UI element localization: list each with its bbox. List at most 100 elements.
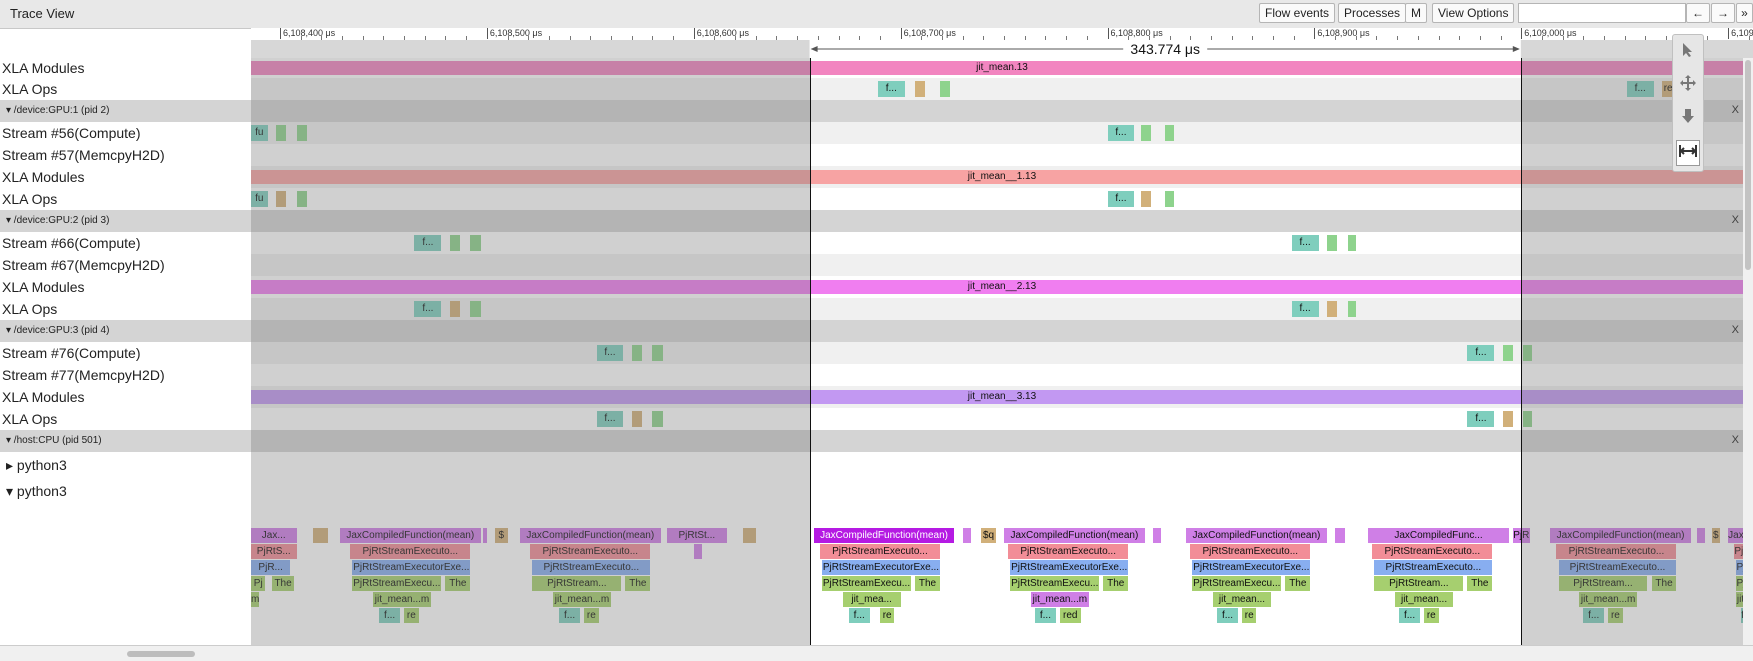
trace-event-slice[interactable]: jit_mean__2.13 [251, 280, 1753, 294]
select-mode-icon[interactable] [1676, 41, 1700, 67]
trace-event-slice[interactable]: PjR... [251, 560, 291, 575]
trace-event-slice[interactable] [296, 125, 307, 141]
trace-event-slice[interactable]: jit_mea... [842, 592, 901, 607]
trace-event-slice[interactable]: red [1059, 608, 1081, 623]
process-group-header[interactable]: ▾ /device:GPU:2 (pid 3) [0, 210, 251, 232]
trace-event-slice[interactable]: JaxCompiledFunction(mean) [1004, 528, 1145, 543]
trace-event-slice[interactable] [1502, 345, 1513, 361]
trace-event-slice[interactable]: f... [379, 608, 400, 623]
trace-event-slice[interactable]: f... [1291, 301, 1319, 317]
trace-event-slice[interactable]: re [404, 608, 419, 623]
trace-event-slice[interactable] [1153, 528, 1162, 543]
more-icon[interactable]: » [1736, 3, 1753, 23]
trace-event-slice[interactable] [275, 125, 287, 141]
trace-event-slice[interactable]: fu [251, 191, 268, 207]
trace-event-slice[interactable]: f... [1035, 608, 1056, 623]
trace-event-slice[interactable] [1347, 235, 1356, 251]
trace-event-slice[interactable] [693, 544, 702, 559]
trace-event-slice[interactable] [1697, 528, 1706, 543]
trace-event-slice[interactable]: PjRtStreamExecu... [1010, 576, 1100, 591]
trace-event-slice[interactable] [652, 345, 663, 361]
horizontal-scrollbar[interactable] [0, 645, 1753, 661]
trace-event-slice[interactable] [1165, 125, 1174, 141]
selection-start-line[interactable] [809, 58, 811, 645]
trace-event-slice[interactable]: re [584, 608, 599, 623]
trace-event-slice[interactable]: f... [414, 301, 442, 317]
trace-event-slice[interactable] [631, 345, 643, 361]
trace-event-slice[interactable] [275, 191, 287, 207]
trace-event-slice[interactable]: PjRtStreamExecu... [822, 576, 911, 591]
trace-event-slice[interactable]: f... [1107, 191, 1135, 207]
trace-event-slice[interactable] [470, 301, 481, 317]
m-button[interactable]: M [1405, 3, 1427, 23]
trace-event-slice[interactable]: PjRtStreamExecuto... [1558, 560, 1677, 575]
trace-event-slice[interactable]: The [1103, 576, 1129, 591]
trace-event-slice[interactable]: JaxCompiledFunction(mean) [339, 528, 481, 543]
trace-event-slice[interactable]: PjRtStreamExecutorExe... [1192, 560, 1311, 575]
vertical-scrollbar[interactable] [1743, 58, 1753, 645]
trace-event-slice[interactable] [449, 235, 460, 251]
vertical-scroll-thumb[interactable] [1745, 60, 1751, 270]
trace-event-slice[interactable]: PjRtStreamExecuto... [1556, 544, 1677, 559]
trace-event-slice[interactable]: f... [877, 81, 905, 97]
trace-event-slice[interactable] [313, 528, 328, 543]
trace-event-slice[interactable]: The [915, 576, 940, 591]
track-label[interactable]: ▾ python3 [6, 483, 67, 499]
trace-event-slice[interactable]: PjRtStream... [1558, 576, 1648, 591]
next-arrow-icon[interactable]: → [1711, 3, 1735, 23]
trace-event-slice[interactable]: Jax... [251, 528, 297, 543]
trace-event-slice[interactable]: f... [1626, 81, 1654, 97]
trace-event-slice[interactable] [1335, 528, 1346, 543]
trace-event-slice[interactable]: f... [1399, 608, 1420, 623]
trace-event-slice[interactable] [296, 191, 307, 207]
trace-event-slice[interactable] [482, 528, 487, 543]
trace-event-slice[interactable]: f... [596, 345, 624, 361]
trace-event-slice[interactable]: The [625, 576, 651, 591]
trace-event-slice[interactable]: f... [1291, 235, 1319, 251]
processes-button[interactable]: Processes [1338, 3, 1407, 23]
trace-event-slice[interactable]: JaxCompiledFunction(mean) [813, 528, 955, 543]
trace-event-slice[interactable]: The [271, 576, 295, 591]
trace-event-slice[interactable]: JaxCompiledFunc... [1368, 528, 1509, 543]
trace-event-slice[interactable]: f... [1217, 608, 1238, 623]
trace-event-slice[interactable]: PjRtStreamExecuto... [530, 544, 651, 559]
trace-event-slice[interactable] [1523, 411, 1532, 427]
trace-event-slice[interactable]: jit_mean__1.13 [251, 170, 1753, 184]
trace-event-slice[interactable]: re [1241, 608, 1257, 623]
trace-event-slice[interactable] [1140, 125, 1151, 141]
close-icon[interactable]: X [1731, 104, 1739, 116]
trace-event-slice[interactable]: PjRtStreamExecuto... [1008, 544, 1129, 559]
prev-arrow-icon[interactable]: ← [1686, 3, 1710, 23]
trace-event-slice[interactable]: The [445, 576, 471, 591]
view-options-button[interactable]: View Options [1432, 3, 1515, 23]
trace-event-slice[interactable]: jit_mean.13 [251, 61, 1753, 75]
trace-event-slice[interactable]: $ [1711, 528, 1720, 543]
trace-event-slice[interactable] [743, 528, 756, 543]
zoom-mode-icon[interactable] [1676, 107, 1700, 133]
timing-mode-icon[interactable] [1676, 140, 1700, 166]
trace-event-slice[interactable]: PjRtStreamExecuto... [1372, 544, 1493, 559]
trace-event-slice[interactable]: PjRtStreamExecutorExe... [352, 560, 471, 575]
trace-event-slice[interactable] [915, 81, 926, 97]
horizontal-scroll-thumb[interactable] [127, 651, 195, 657]
trace-event-slice[interactable] [652, 411, 663, 427]
trace-event-slice[interactable] [962, 528, 971, 543]
flow-events-button[interactable]: Flow events [1259, 3, 1336, 23]
trace-event-slice[interactable]: JaxCompiledFunction(mean) [1550, 528, 1691, 543]
trace-event-slice[interactable] [939, 81, 951, 97]
trace-event-slice[interactable]: f... [848, 608, 870, 623]
trace-event-slice[interactable]: PjRtS... [251, 544, 297, 559]
trace-event-slice[interactable] [1165, 191, 1174, 207]
trace-event-slice[interactable]: PjRtStreamExecuto... [1374, 560, 1493, 575]
trace-event-slice[interactable]: f... [1467, 411, 1495, 427]
trace-event-slice[interactable]: PjRtStream... [532, 576, 622, 591]
close-icon[interactable]: X [1731, 324, 1739, 336]
trace-event-slice[interactable] [1326, 301, 1338, 317]
trace-event-slice[interactable]: PjRtStreamExecuto... [819, 544, 940, 559]
process-group-header[interactable]: ▾ /host:CPU (pid 501) [0, 430, 251, 452]
trace-event-slice[interactable]: jit_mean...m [373, 592, 431, 607]
trace-event-slice[interactable]: PjRtStreamExecutorExe... [822, 560, 940, 575]
trace-event-slice[interactable]: jit_mean__3.13 [251, 390, 1753, 404]
trace-event-slice[interactable]: jit_mean... [1395, 592, 1453, 607]
